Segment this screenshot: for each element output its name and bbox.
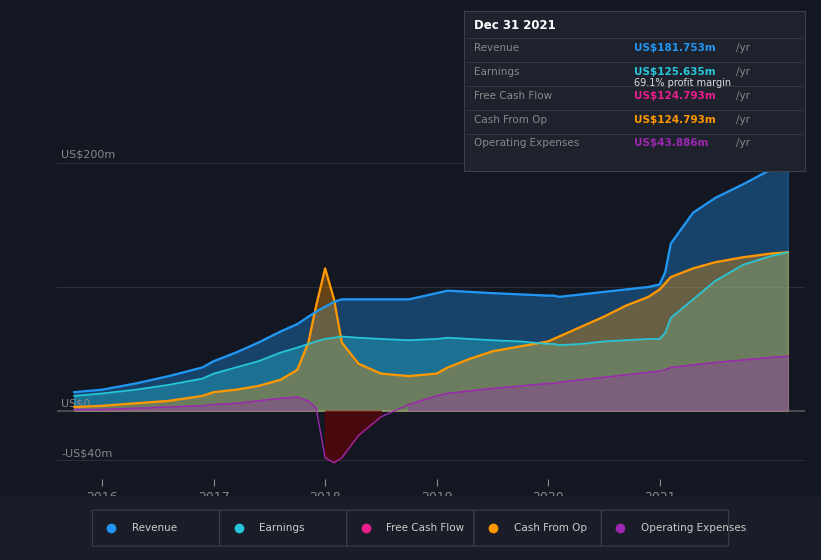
Text: US$124.793m: US$124.793m bbox=[635, 91, 716, 101]
Text: /yr: /yr bbox=[736, 43, 750, 53]
FancyBboxPatch shape bbox=[347, 510, 475, 546]
Text: US$181.753m: US$181.753m bbox=[635, 43, 716, 53]
Text: /yr: /yr bbox=[736, 91, 750, 101]
Text: Operating Expenses: Operating Expenses bbox=[641, 523, 746, 533]
Text: /yr: /yr bbox=[736, 114, 750, 124]
Text: Cash From Op: Cash From Op bbox=[514, 523, 586, 533]
Text: Free Cash Flow: Free Cash Flow bbox=[387, 523, 465, 533]
Text: Dec 31 2021: Dec 31 2021 bbox=[474, 19, 556, 32]
Text: Earnings: Earnings bbox=[474, 67, 520, 77]
Text: Free Cash Flow: Free Cash Flow bbox=[474, 91, 553, 101]
FancyBboxPatch shape bbox=[602, 510, 729, 546]
FancyBboxPatch shape bbox=[475, 510, 602, 546]
Text: -US$40m: -US$40m bbox=[62, 449, 112, 459]
Text: US$124.793m: US$124.793m bbox=[635, 114, 716, 124]
Text: Operating Expenses: Operating Expenses bbox=[474, 138, 580, 148]
Text: Revenue: Revenue bbox=[131, 523, 177, 533]
Text: Earnings: Earnings bbox=[259, 523, 305, 533]
Text: Revenue: Revenue bbox=[474, 43, 519, 53]
Text: Cash From Op: Cash From Op bbox=[474, 114, 547, 124]
Text: /yr: /yr bbox=[736, 138, 750, 148]
FancyBboxPatch shape bbox=[92, 510, 220, 546]
Text: US$0: US$0 bbox=[62, 399, 90, 409]
Text: /yr: /yr bbox=[736, 67, 750, 77]
Text: US$125.635m: US$125.635m bbox=[635, 67, 716, 77]
FancyBboxPatch shape bbox=[220, 510, 347, 546]
Text: 69.1% profit margin: 69.1% profit margin bbox=[635, 78, 732, 88]
Text: US$43.886m: US$43.886m bbox=[635, 138, 709, 148]
Text: US$200m: US$200m bbox=[62, 150, 116, 160]
